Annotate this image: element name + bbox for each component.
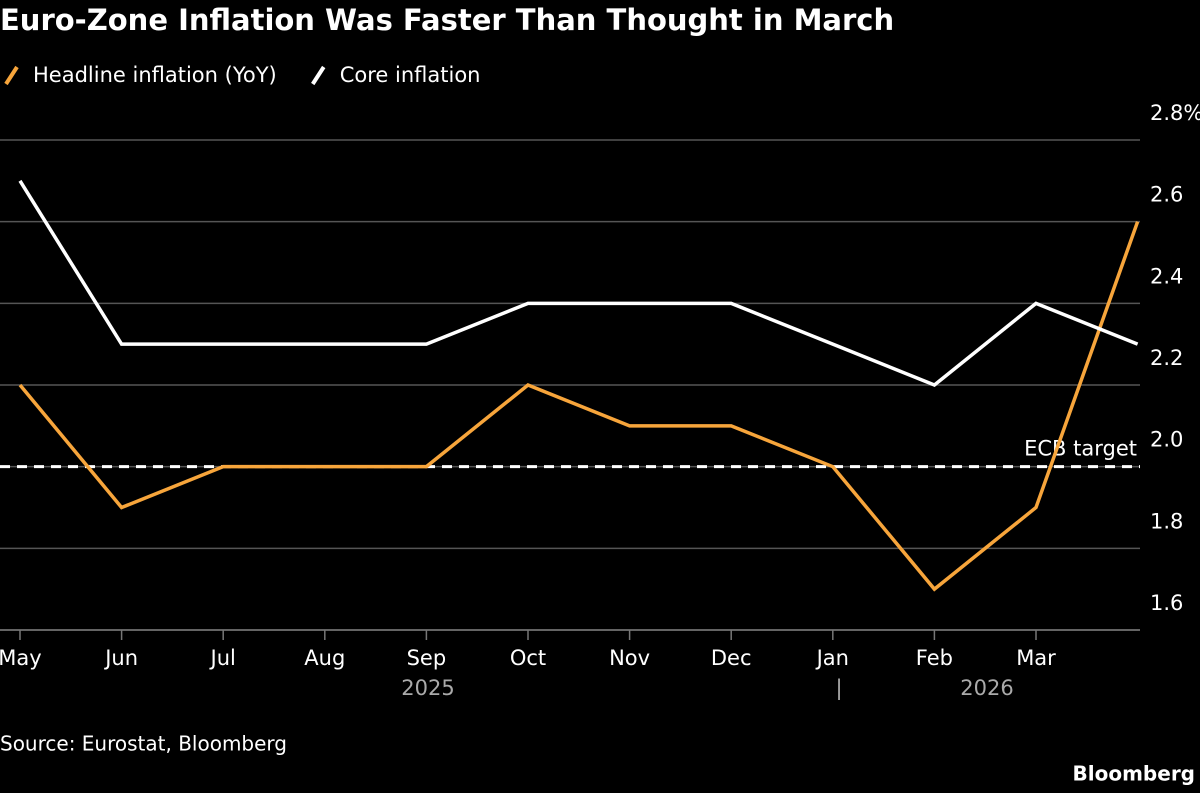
y-tick-label: 2.4 <box>1150 264 1183 288</box>
legend-label: Headline inflation (YoY) <box>33 63 277 87</box>
x-tick-label: Feb <box>916 646 953 670</box>
chart-title: Euro-Zone Inflation Was Faster Than Thou… <box>0 3 894 37</box>
year-separator: | <box>835 676 842 701</box>
y-tick-label: 2.2 <box>1150 346 1183 370</box>
legend-swatch <box>311 65 326 86</box>
x-tick-label: Dec <box>711 646 752 670</box>
x-tick-label: Nov <box>609 646 650 670</box>
series-line <box>18 179 1139 388</box>
y-tick-label: 2.8% <box>1150 101 1200 125</box>
brand: Bloomberg <box>1073 762 1195 786</box>
x-tick-label: Mar <box>1016 646 1056 670</box>
series-line <box>18 221 1140 592</box>
target-label: ECB target <box>1024 437 1137 461</box>
x-tick-label: Jan <box>815 646 849 670</box>
x-tick-label: May <box>0 646 42 670</box>
source: Source: Eurostat, Bloomberg <box>0 732 287 756</box>
x-tick-label: Aug <box>304 646 345 670</box>
x-tick-label: Sep <box>407 646 447 670</box>
legend-swatch <box>4 65 19 86</box>
y-tick-label: 1.6 <box>1150 591 1183 615</box>
y-tick-label: 2.0 <box>1150 428 1183 452</box>
x-tick-label: Jun <box>103 646 138 670</box>
y-tick-label: 2.6 <box>1150 183 1183 207</box>
x-tick-label: Jul <box>209 646 236 670</box>
legend-label: Core inflation <box>340 63 481 87</box>
year-label: 2025 <box>401 676 454 700</box>
x-tick-label: Oct <box>510 646 546 670</box>
y-tick-label: 1.8 <box>1150 509 1183 533</box>
year-label: 2026 <box>960 676 1013 700</box>
